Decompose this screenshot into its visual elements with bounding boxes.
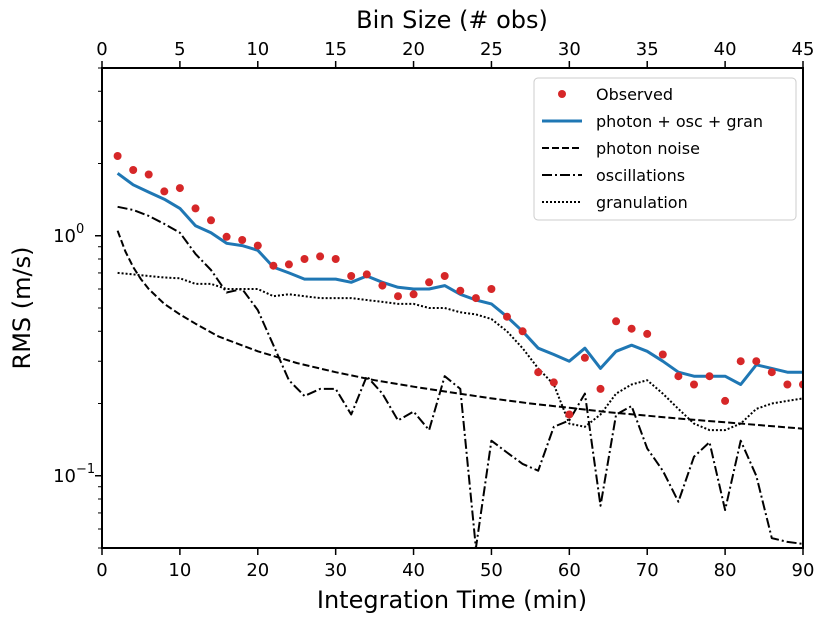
y-tick-exponent: −1	[76, 462, 95, 477]
top-x-axis-title: Bin Size (# obs)	[356, 6, 548, 34]
y-tick-label: 10	[53, 466, 76, 487]
x-tick-label: 50	[480, 560, 503, 581]
x-tick-label: 0	[96, 560, 107, 581]
legend-observed-marker	[558, 90, 566, 98]
observed-point	[456, 286, 465, 295]
observed-point	[144, 170, 153, 179]
observed-point	[690, 380, 698, 389]
observed-point	[160, 187, 169, 196]
y-axis-title: RMS (m/s)	[8, 247, 36, 370]
tick-layer: 0 10 20 30 40 50 60 70 80 900 5 10 15 20 25 30 35 40 4510−…	[53, 39, 814, 581]
observed-point	[409, 290, 418, 299]
observed-point	[284, 260, 293, 269]
top-x-tick-label: 35	[636, 39, 659, 60]
x-tick-label: 80	[714, 560, 737, 581]
observed-point	[518, 327, 527, 336]
observed-point	[674, 372, 683, 381]
observed-point	[238, 236, 247, 244]
legend-photon-label: photon noise	[596, 139, 700, 158]
top-x-tick-label: 20	[402, 39, 425, 60]
observed-point	[331, 255, 340, 263]
observed-point	[596, 384, 605, 393]
top-x-tick-label: 5	[174, 39, 185, 60]
observed-point	[783, 380, 792, 389]
observed-point	[534, 368, 543, 377]
legend-granulation-label: granulation	[596, 193, 688, 212]
x-tick-label: 10	[168, 560, 191, 581]
top-x-tick-label: 40	[714, 39, 737, 60]
x-tick-label: 30	[324, 560, 347, 581]
series-layer	[113, 152, 803, 548]
top-x-tick-label: 15	[324, 39, 347, 60]
observed-point	[425, 278, 434, 287]
legend-model-label: photon + osc + gran	[596, 112, 763, 131]
observed-point	[658, 350, 667, 359]
observed-point	[580, 353, 589, 362]
x-tick-label: 90	[792, 560, 815, 581]
observed-point	[471, 294, 480, 303]
observed-point	[207, 216, 215, 225]
observed-point	[175, 184, 184, 193]
observed-point	[394, 292, 402, 301]
x-tick-label: 20	[246, 560, 269, 581]
series-line-photon-noise	[116, 230, 803, 430]
observed-point	[752, 357, 761, 366]
x-tick-label: 60	[558, 560, 581, 581]
legend-oscillations-label: oscillations	[596, 166, 685, 185]
observed-point	[362, 270, 371, 279]
observed-point	[487, 285, 496, 293]
observed-point	[300, 255, 309, 263]
top-x-tick-label: 0	[96, 39, 107, 60]
series-line-oscillations	[117, 205, 803, 548]
observed-point	[643, 329, 652, 338]
x-axis-title: Integration Time (min)	[317, 586, 587, 614]
observed-point	[378, 281, 387, 290]
legend-observed-label: Observed	[596, 85, 673, 104]
series-line-granulation	[117, 271, 803, 432]
top-x-tick-label: 45	[792, 39, 815, 60]
observed-point	[316, 252, 325, 261]
observed-point	[129, 166, 138, 174]
observed-point	[269, 261, 278, 270]
observed-point	[705, 372, 714, 381]
y-tick-label: 10	[53, 226, 76, 247]
observed-point	[627, 324, 636, 333]
observed-point	[113, 152, 122, 160]
observed-point	[440, 272, 449, 280]
legend: Observed photon + osc + gran photon nois…	[533, 77, 797, 221]
observed-point	[736, 357, 745, 366]
top-x-tick-label: 25	[480, 39, 503, 60]
top-x-tick-label: 30	[558, 39, 581, 60]
observed-point	[767, 368, 776, 377]
legend-box	[533, 77, 797, 221]
observed-point	[253, 241, 262, 250]
x-tick-label: 70	[636, 560, 659, 581]
plot-content	[113, 152, 803, 548]
top-x-tick-label: 10	[246, 39, 269, 60]
observed-point	[721, 396, 730, 405]
observed-point	[222, 232, 231, 241]
y-tick-exponent: 0	[76, 222, 84, 237]
observed-point	[549, 378, 558, 387]
observed-point	[191, 204, 200, 213]
observed-point	[503, 312, 511, 321]
x-tick-label: 40	[402, 560, 425, 581]
observed-point	[347, 272, 356, 280]
observed-point	[565, 410, 574, 419]
observed-point	[612, 317, 621, 326]
